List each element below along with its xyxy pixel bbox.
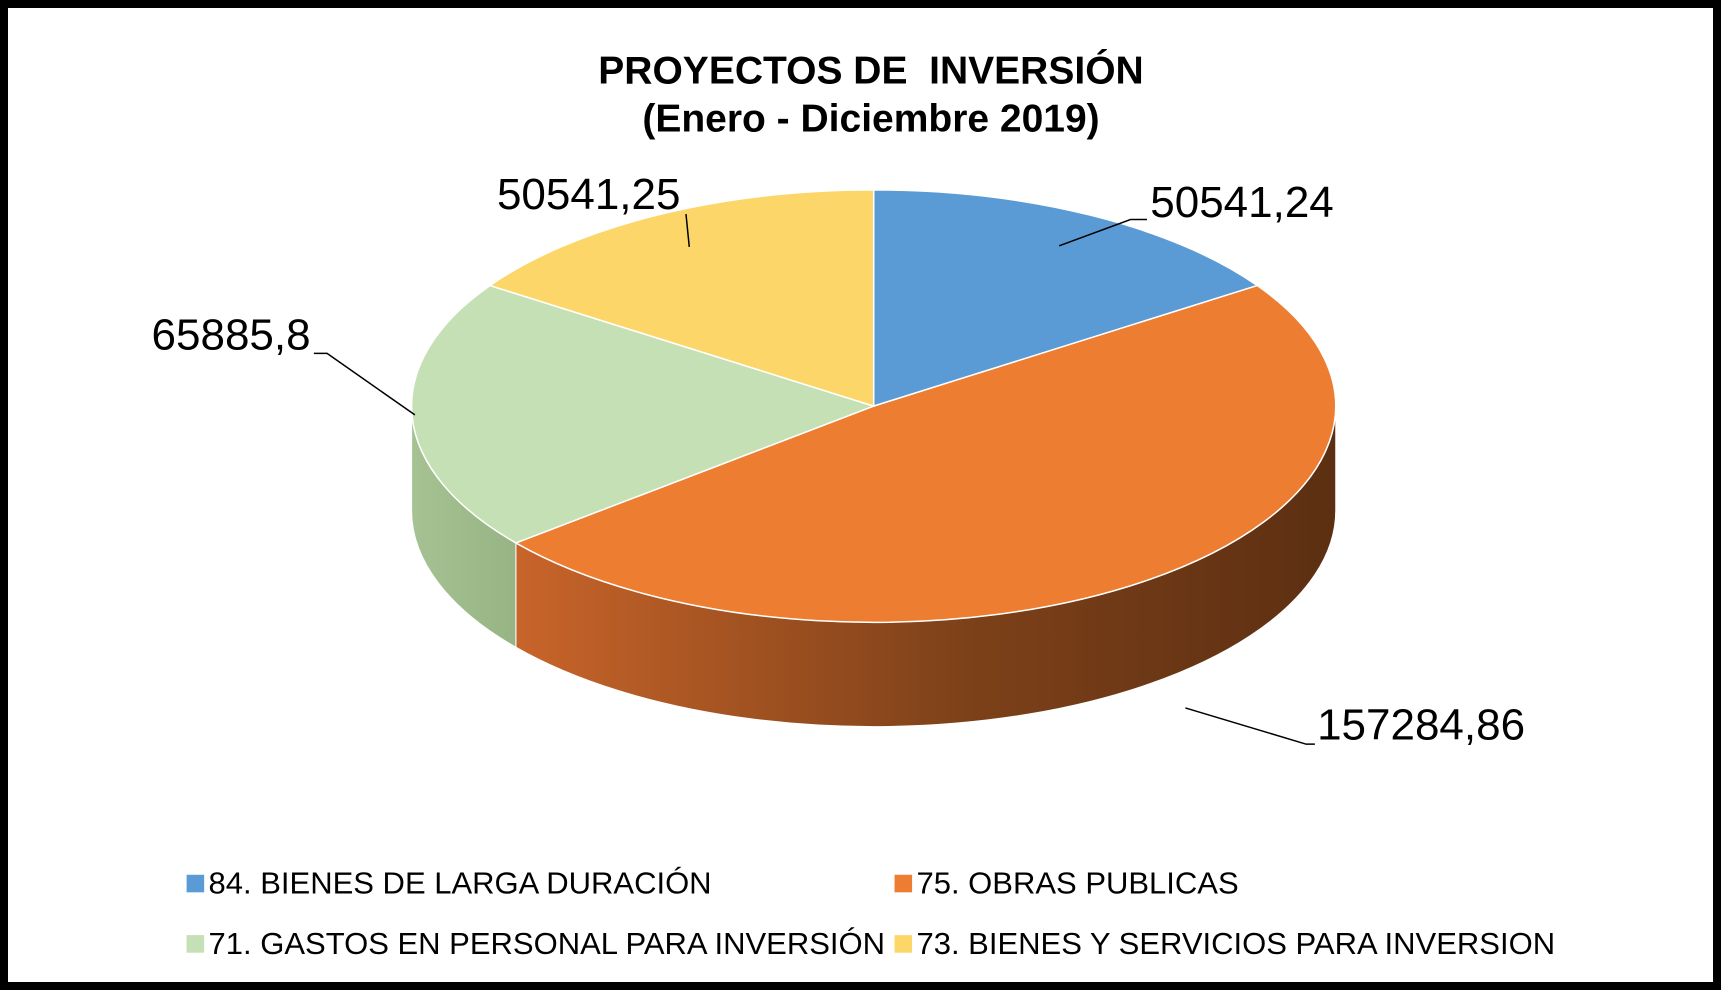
slice xyxy=(410,284,876,544)
legend-label: 71. GASTOS EN PERSONAL PARA INVERSIÓN xyxy=(209,926,885,961)
data-label: 65885,8 xyxy=(152,311,311,360)
leader-line xyxy=(313,352,416,416)
legend-swatch xyxy=(894,935,913,953)
slice xyxy=(488,189,875,408)
data-label: 157284,86 xyxy=(1317,700,1525,749)
slice xyxy=(872,189,1259,408)
chart-title: PROYECTOS DE INVERSIÓN xyxy=(598,48,1143,92)
leader-line xyxy=(685,213,691,248)
legend-label: 75. OBRAS PUBLICAS xyxy=(916,866,1238,901)
legend-label: 84. BIENES DE LARGA DURACIÓN xyxy=(209,866,712,901)
legend-swatch xyxy=(186,874,205,893)
slice xyxy=(514,284,1337,624)
legend-swatch xyxy=(186,935,205,953)
data-label: 50541,25 xyxy=(497,170,681,219)
data-label: 50541,24 xyxy=(1150,178,1334,227)
legend-label: 73. BIENES Y SERVICIOS PARA INVERSION xyxy=(916,926,1555,961)
legend-swatch xyxy=(894,874,913,893)
leader-line xyxy=(1058,218,1147,247)
leader-line xyxy=(1185,707,1315,745)
chart-subtitle: (Enero - Diciembre 2019) xyxy=(642,97,1099,140)
